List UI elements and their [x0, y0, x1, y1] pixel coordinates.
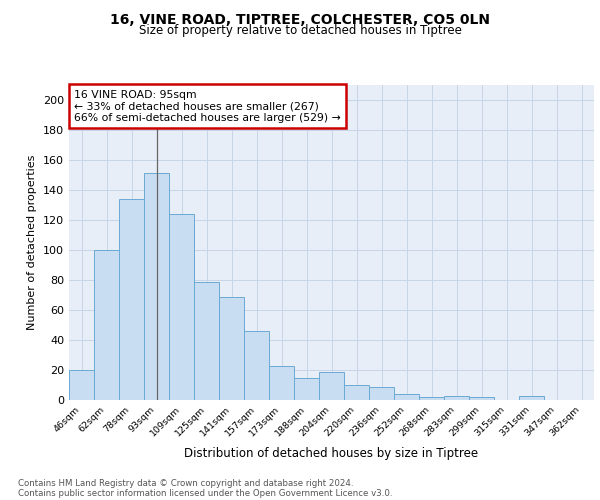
- Text: Size of property relative to detached houses in Tiptree: Size of property relative to detached ho…: [139, 24, 461, 37]
- Bar: [519, 396, 544, 400]
- Bar: [369, 386, 394, 400]
- Bar: [469, 397, 494, 400]
- Bar: [169, 214, 194, 400]
- Bar: [144, 174, 169, 400]
- Text: 16 VINE ROAD: 95sqm
← 33% of detached houses are smaller (267)
66% of semi-detac: 16 VINE ROAD: 95sqm ← 33% of detached ho…: [74, 90, 341, 123]
- Bar: [219, 296, 244, 400]
- Bar: [444, 396, 469, 400]
- Bar: [94, 250, 119, 400]
- Bar: [244, 331, 269, 400]
- Bar: [194, 282, 219, 400]
- Bar: [294, 378, 319, 400]
- Text: 16, VINE ROAD, TIPTREE, COLCHESTER, CO5 0LN: 16, VINE ROAD, TIPTREE, COLCHESTER, CO5 …: [110, 12, 490, 26]
- Bar: [119, 199, 144, 400]
- Bar: [344, 385, 369, 400]
- Bar: [394, 394, 419, 400]
- Bar: [69, 370, 94, 400]
- Bar: [419, 397, 444, 400]
- Text: Contains HM Land Registry data © Crown copyright and database right 2024.: Contains HM Land Registry data © Crown c…: [18, 478, 353, 488]
- X-axis label: Distribution of detached houses by size in Tiptree: Distribution of detached houses by size …: [184, 447, 479, 460]
- Bar: [319, 372, 344, 400]
- Text: Contains public sector information licensed under the Open Government Licence v3: Contains public sector information licen…: [18, 488, 392, 498]
- Bar: [269, 366, 294, 400]
- Y-axis label: Number of detached properties: Number of detached properties: [28, 155, 37, 330]
